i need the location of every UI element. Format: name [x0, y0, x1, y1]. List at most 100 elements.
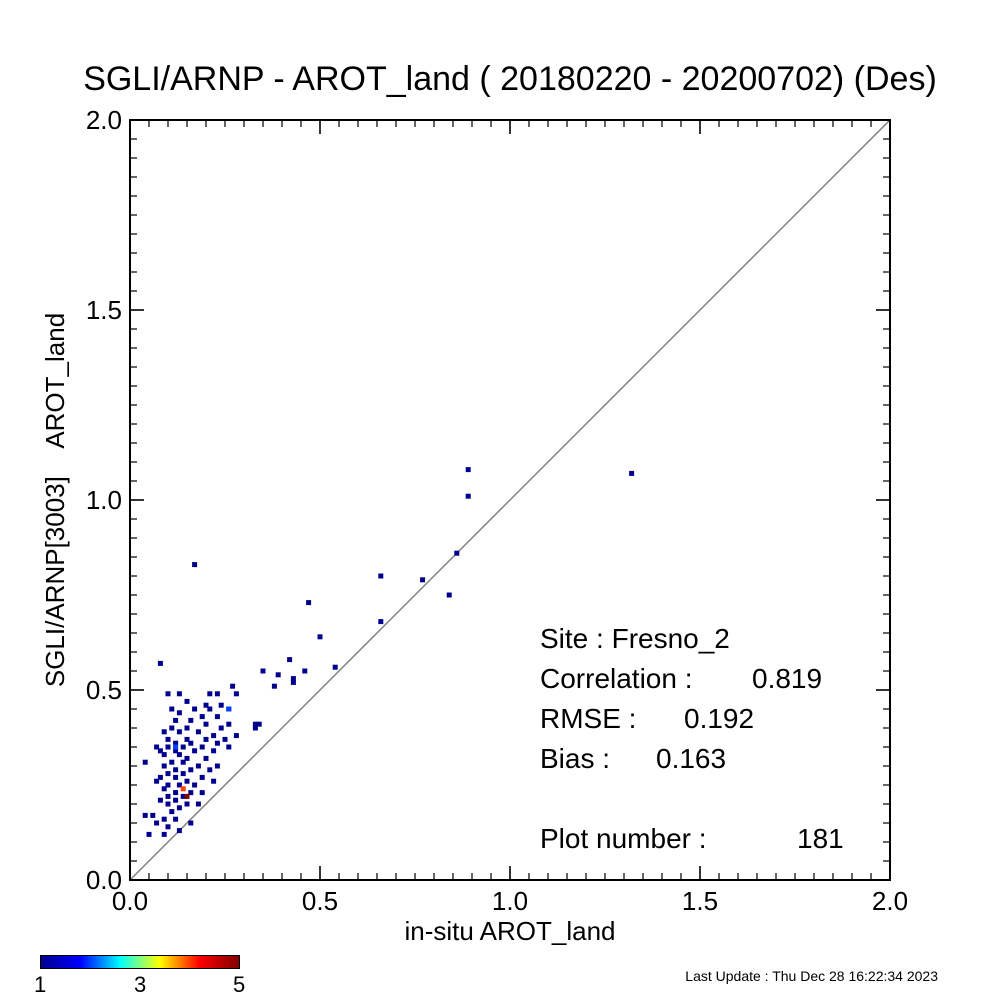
rmse-label: RMSE :	[540, 703, 636, 734]
data-point	[290, 676, 296, 682]
data-point	[199, 714, 205, 720]
data-point	[199, 744, 205, 750]
colorbar	[40, 955, 240, 969]
data-point	[180, 786, 186, 792]
one-to-one-line	[129, 119, 891, 881]
data-point	[142, 759, 148, 765]
data-point	[165, 771, 171, 777]
data-point	[252, 725, 258, 731]
plot-number-value: 181	[797, 823, 844, 854]
data-point	[173, 767, 179, 773]
x-tick-label: 2.0	[872, 886, 908, 916]
data-point	[199, 774, 205, 780]
data-point	[157, 660, 163, 666]
data-point	[256, 721, 262, 727]
data-point	[230, 683, 236, 689]
scatter-plot: SGLI/ARNP - AROT_land ( 20180220 - 20200…	[40, 60, 937, 946]
axis-ticks	[129, 119, 891, 881]
y-tick-label: 1.5	[86, 295, 122, 325]
x-tick-label: 1.0	[492, 886, 528, 916]
x-axis-label: in-situ AROT_land	[405, 916, 616, 946]
data-point	[317, 634, 323, 640]
data-point	[165, 736, 171, 742]
data-point	[188, 790, 194, 796]
data-point	[214, 714, 220, 720]
data-point	[165, 782, 171, 788]
data-point	[211, 748, 217, 754]
data-point	[271, 683, 277, 689]
y-tick-label: 2.0	[86, 105, 122, 135]
data-point	[207, 691, 213, 697]
data-point	[629, 470, 635, 476]
y-axis-label: SGLI/ARNP[3003] AROT_land	[40, 313, 70, 687]
data-point	[211, 778, 217, 784]
colorbar-label-max: 5	[233, 972, 246, 997]
data-point	[173, 740, 179, 746]
data-point	[180, 793, 186, 799]
data-point	[169, 809, 175, 815]
data-point	[203, 755, 209, 761]
data-point	[154, 744, 160, 750]
data-point	[169, 706, 175, 712]
data-point	[465, 493, 471, 499]
data-point	[192, 706, 198, 712]
data-point	[222, 736, 228, 742]
data-point	[188, 740, 194, 746]
correlation-value: 0.819	[752, 663, 822, 694]
plot-frame	[129, 119, 891, 881]
data-point	[165, 824, 171, 830]
data-point	[176, 752, 182, 758]
data-point	[207, 706, 213, 712]
data-point	[233, 733, 239, 739]
data-point	[165, 793, 171, 799]
data-point	[420, 577, 426, 583]
data-point	[173, 797, 179, 803]
data-point	[454, 550, 460, 556]
data-point	[150, 812, 156, 818]
data-point	[214, 740, 220, 746]
data-point	[169, 725, 175, 731]
data-point	[176, 782, 182, 788]
data-point	[173, 717, 179, 723]
site-label: Site : Fresno_2	[540, 623, 730, 654]
data-point	[165, 801, 171, 807]
x-tick-label: 0.5	[302, 886, 338, 916]
bias-value: 0.163	[656, 743, 726, 774]
y-tick-label: 1.0	[86, 485, 122, 515]
data-point	[142, 812, 148, 818]
data-point	[465, 467, 471, 473]
data-point	[157, 774, 163, 780]
data-point	[176, 805, 182, 811]
data-point	[180, 759, 186, 765]
data-point	[184, 793, 190, 799]
data-point	[192, 562, 198, 568]
data-point	[195, 729, 201, 735]
data-point	[203, 736, 209, 742]
data-point	[302, 668, 308, 674]
data-point	[173, 774, 179, 780]
data-point	[226, 744, 232, 750]
data-point	[287, 657, 293, 663]
data-point	[161, 786, 167, 792]
data-point	[275, 672, 281, 678]
data-point	[192, 782, 198, 788]
data-point	[173, 816, 179, 822]
data-point	[218, 702, 224, 708]
data-point	[169, 759, 175, 765]
data-point	[173, 748, 179, 754]
data-point	[180, 744, 186, 750]
data-point	[188, 717, 194, 723]
y-tick-label: 0.5	[86, 675, 122, 705]
data-point	[176, 828, 182, 834]
data-point	[176, 729, 182, 735]
data-point	[195, 801, 201, 807]
correlation-label: Correlation :	[540, 663, 693, 694]
data-point	[226, 721, 232, 727]
data-point	[157, 797, 163, 803]
data-point	[184, 778, 190, 784]
data-point	[218, 725, 224, 731]
data-point	[184, 801, 190, 807]
last-update-text: Last Update : Thu Dec 28 16:22:34 2023	[685, 968, 938, 984]
data-point	[180, 771, 186, 777]
data-point	[214, 763, 220, 769]
